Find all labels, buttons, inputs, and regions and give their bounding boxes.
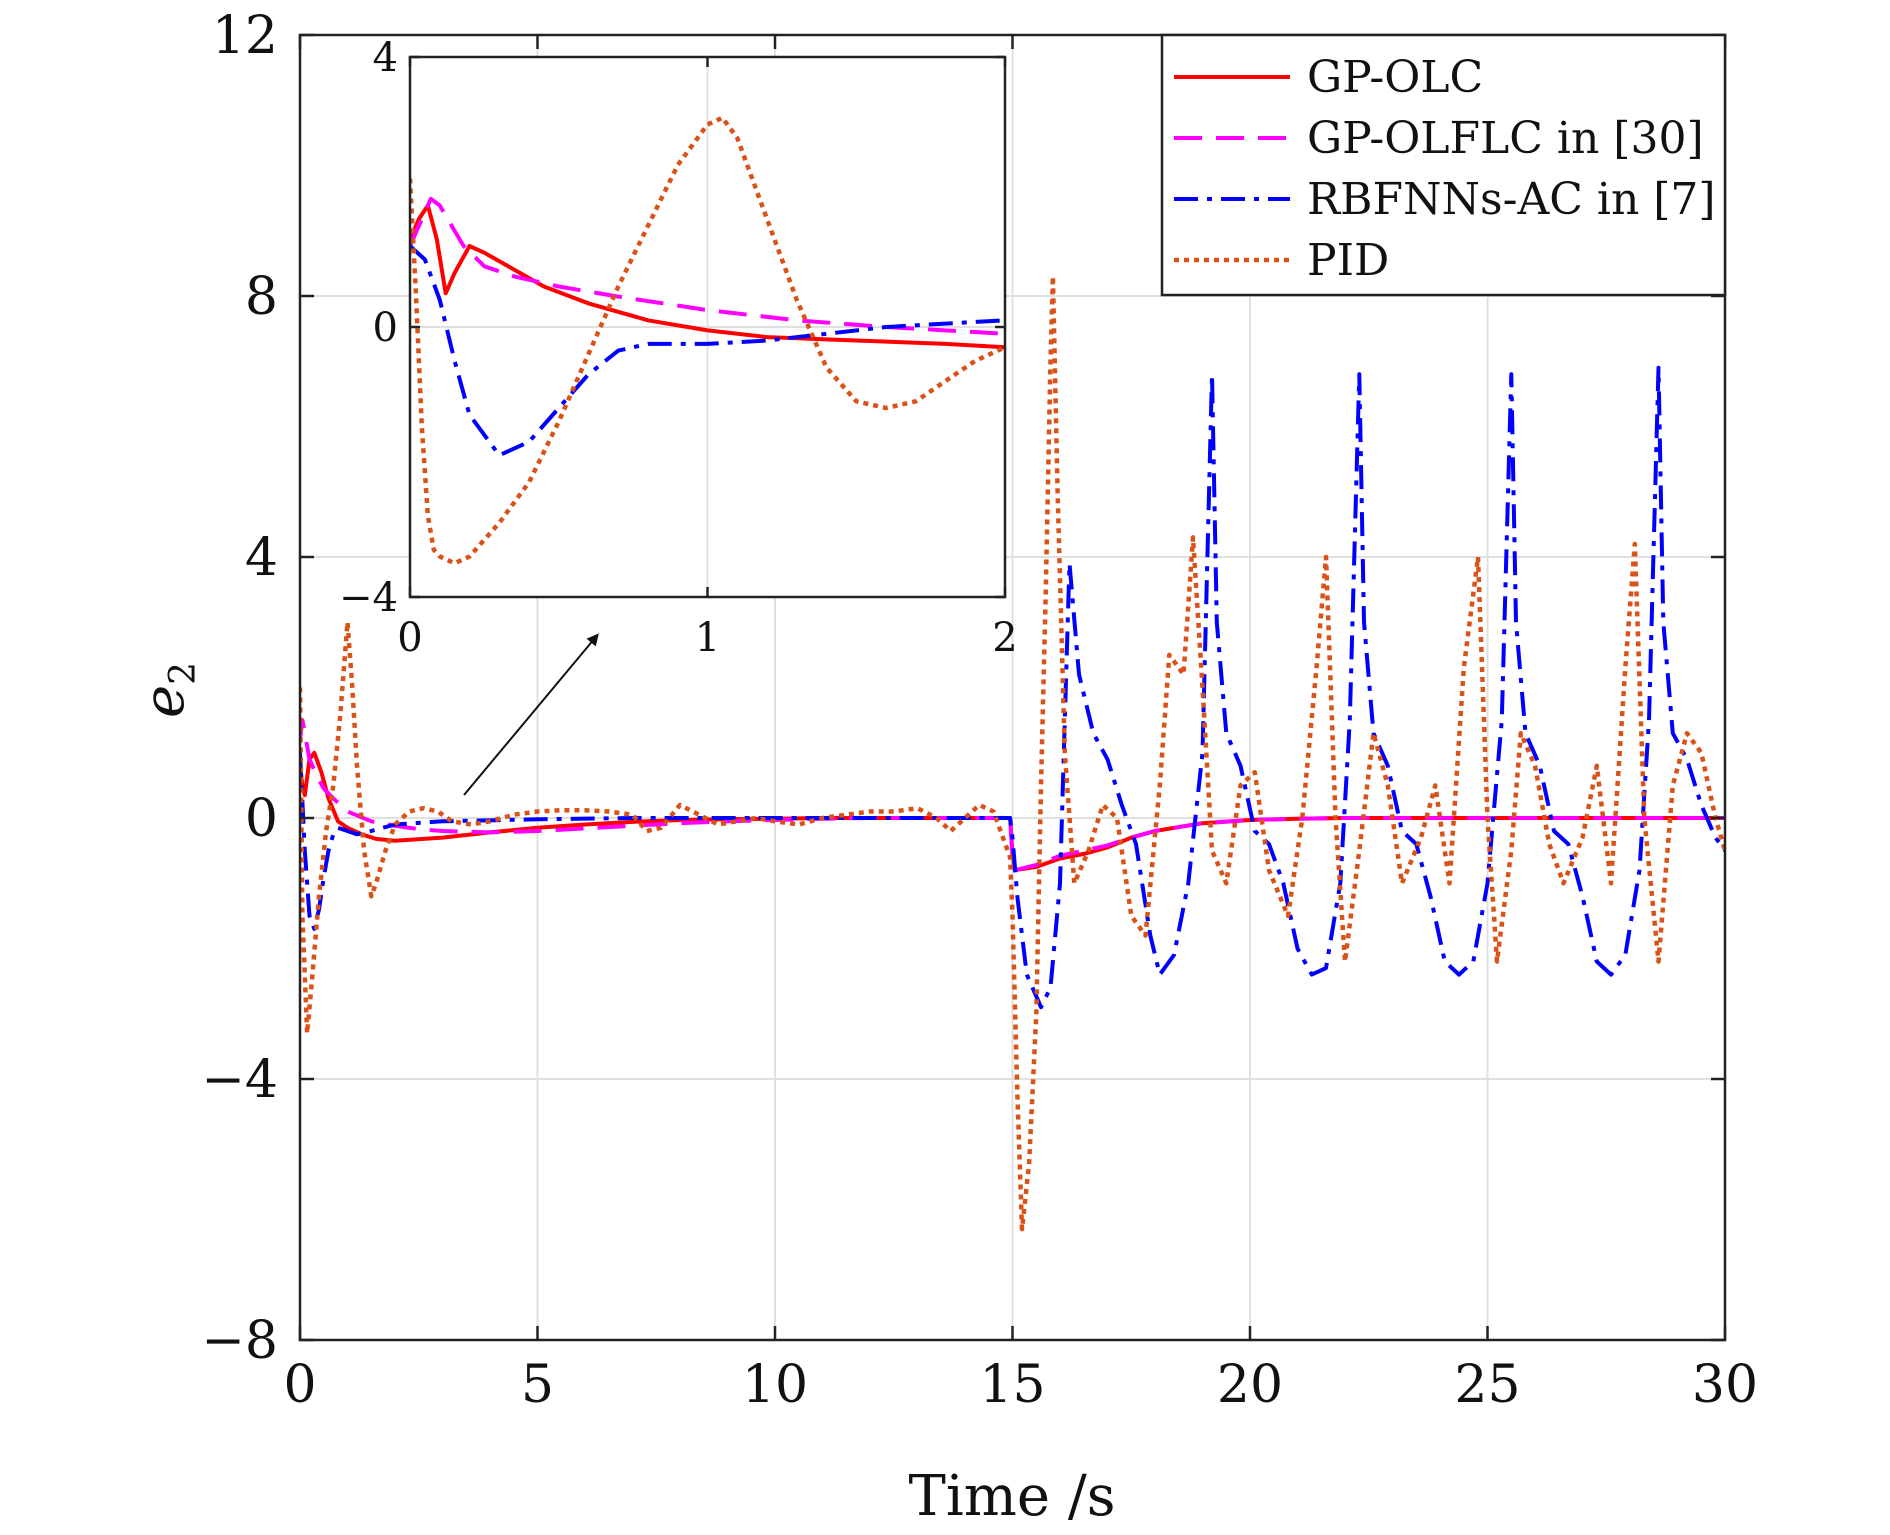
main-series-line-2 — [300, 365, 1725, 1010]
legend-label-3: PID — [1307, 235, 1389, 286]
main-xtick-label-4: 20 — [1217, 1355, 1283, 1415]
legend-label-1: GP-OLFLC in [30] — [1307, 113, 1704, 164]
main-xtick-label-0: 0 — [283, 1355, 316, 1415]
inset-series-line-1 — [410, 196, 1005, 336]
main-series-line-1 — [300, 718, 1725, 873]
y-axis-title-subscript: 2 — [163, 662, 204, 685]
main-ytick-label-4: 8 — [245, 267, 278, 327]
main-xtick-label-2: 10 — [742, 1355, 808, 1415]
inset-series-group — [410, 115, 1005, 566]
main-xtick-label-5: 25 — [1454, 1355, 1520, 1415]
main-series-group — [300, 274, 1725, 1232]
main-ytick-label-1: −4 — [201, 1050, 278, 1110]
x-axis-title: Time /s — [909, 1464, 1116, 1529]
main-series-line-3 — [300, 274, 1725, 1232]
main-ytick-label-3: 4 — [245, 528, 278, 588]
inset-ytick-label-2: 4 — [373, 35, 398, 81]
inset-ytick-label-1: 0 — [373, 305, 398, 351]
inset-xtick-label-0: 0 — [397, 615, 422, 661]
y-axis-title: e2 — [132, 662, 204, 718]
legend-label-0: GP-OLC — [1307, 52, 1483, 103]
main-xtick-label-3: 15 — [979, 1355, 1045, 1415]
main-ytick-label-5: 12 — [212, 6, 278, 66]
y-axis-title-main: e — [132, 685, 197, 718]
y-axis-title-group: e2 — [132, 662, 204, 718]
inset-ytick-label-0: −4 — [339, 575, 398, 621]
main-ytick-label-2: 0 — [245, 789, 278, 849]
inset-xtick-label-2: 2 — [992, 615, 1017, 661]
inset-series-line-2 — [410, 244, 1005, 458]
main-xtick-label-1: 5 — [521, 1355, 554, 1415]
main-xtick-label-6: 30 — [1692, 1355, 1758, 1415]
inset-xtick-label-1: 1 — [695, 615, 720, 661]
main-ytick-label-0: −8 — [201, 1311, 278, 1371]
legend-label-2: RBFNNs-AC in [7] — [1307, 174, 1716, 225]
inset-series-line-3 — [410, 115, 1005, 566]
zoom-arrow — [463, 633, 599, 796]
